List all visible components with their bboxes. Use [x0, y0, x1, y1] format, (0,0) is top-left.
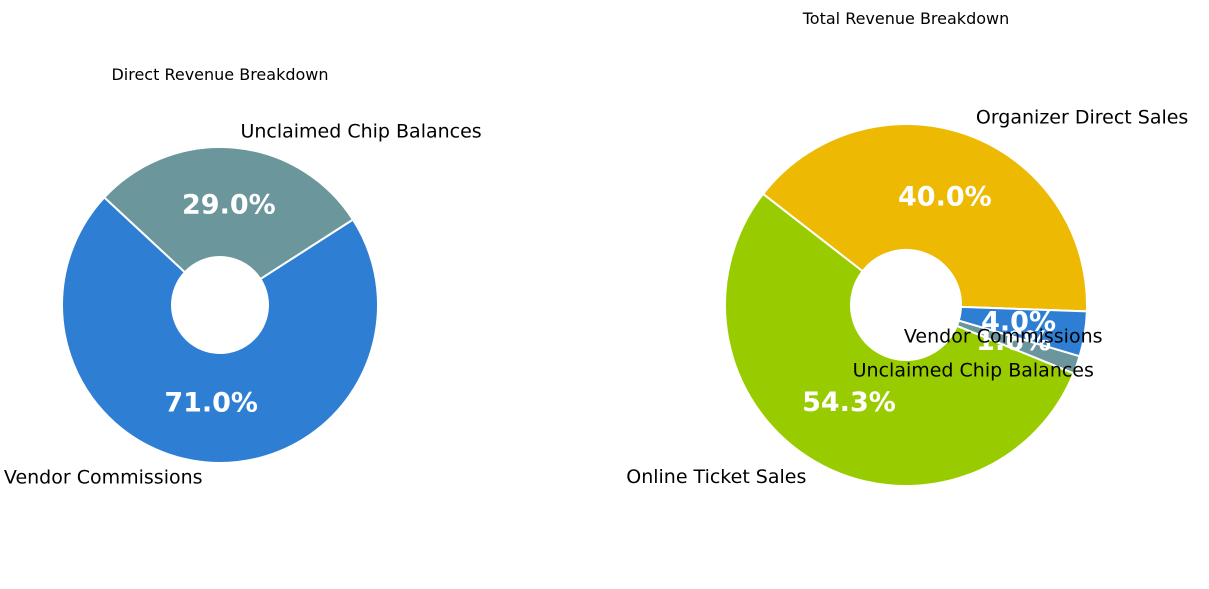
total-revenue-donut-chart: Total Revenue Breakdown Organizer Direct…	[626, 9, 1188, 488]
percent-label-online-ticket-sales: 54.3%	[802, 387, 896, 418]
percent-label-unclaimed-chip-balances: 29.0%	[182, 189, 276, 220]
chart-title-total-revenue: Total Revenue Breakdown	[802, 9, 1010, 28]
slice-label-vendor-commissions: Vendor Commissions	[4, 467, 203, 489]
slice-label-organizer-direct-sales: Organizer Direct Sales	[976, 106, 1188, 128]
chart-title-direct-revenue: Direct Revenue Breakdown	[111, 65, 328, 84]
pie-slice-vendor-commissions	[61, 196, 379, 464]
pie-slice-organizer-direct-sales	[762, 123, 1088, 313]
percent-label-organizer-direct-sales: 40.0%	[898, 181, 992, 212]
pie-slice-unclaimed-chip-balances	[103, 146, 354, 281]
percent-label-unclaimed-chip-balances: 1.6%	[976, 326, 1051, 357]
slice-label-vendor-commissions: Vendor Commissions	[904, 325, 1103, 347]
percent-label-vendor-commissions: 71.0%	[164, 388, 258, 419]
direct-revenue-donut-chart: Direct Revenue Breakdown Unclaimed Chip …	[4, 65, 482, 489]
slice-label-unclaimed-chip-balances: Unclaimed Chip Balances	[240, 120, 481, 142]
percent-label-vendor-commissions: 4.0%	[981, 307, 1056, 338]
pie-slice-online-ticket-sales	[724, 192, 1075, 487]
slice-label-online-ticket-sales: Online Ticket Sales	[626, 466, 806, 488]
slice-label-unclaimed-chip-balances: Unclaimed Chip Balances	[853, 359, 1094, 381]
pie-slice-vendor-commissions	[957, 305, 1088, 358]
